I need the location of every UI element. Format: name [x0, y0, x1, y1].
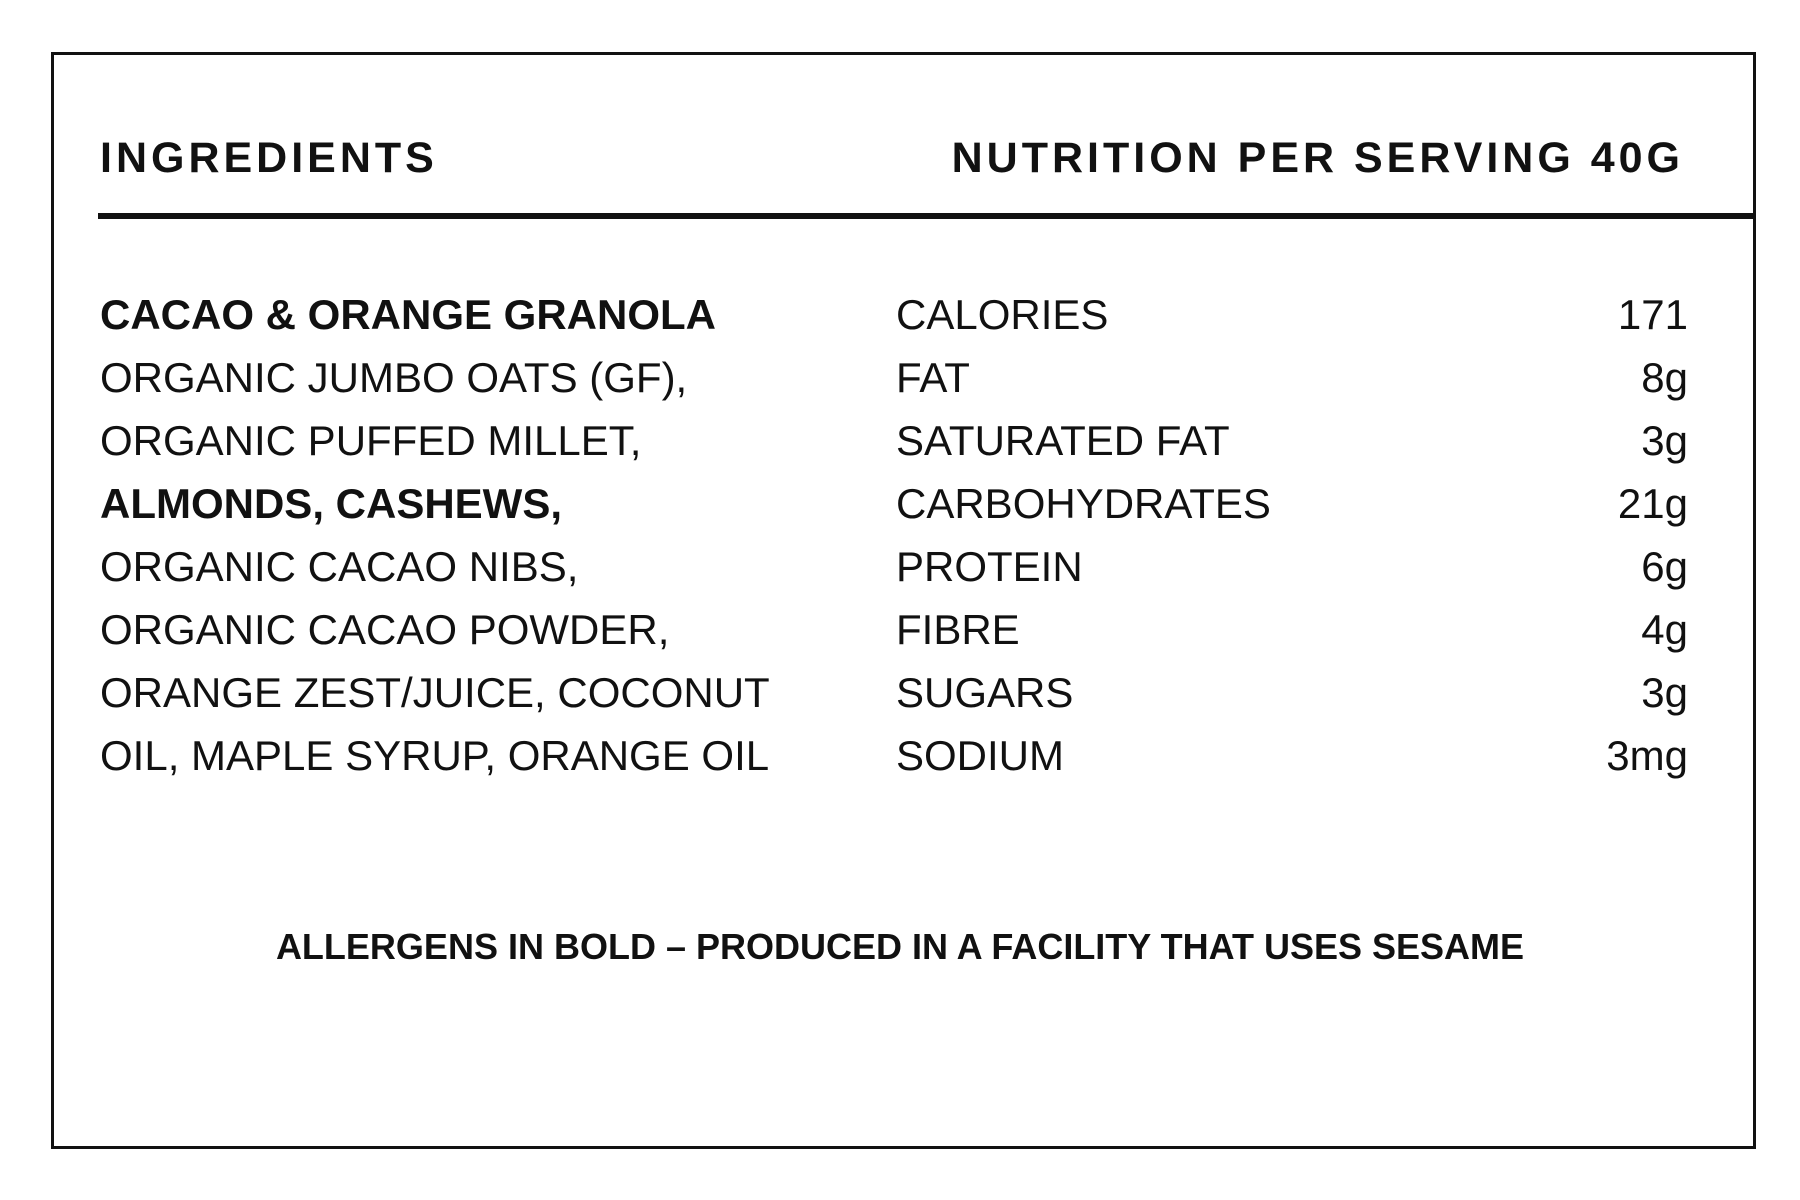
nutrition-row: CARBOHYDRATES 21g — [896, 472, 1688, 535]
ingredient-line: ORGANIC JUMBO OATS (GF), — [100, 354, 688, 401]
nutrition-row: PROTEIN 6g — [896, 535, 1688, 598]
ingredient-line: OIL, MAPLE SYRUP, ORANGE OIL — [100, 732, 770, 779]
nutrient-value: 6g — [1641, 543, 1688, 590]
nutrition-row: CALORIES 171 — [896, 283, 1688, 346]
ingredient-line: CACAO & ORANGE GRANOLA — [100, 291, 716, 338]
nutrition-row: SUGARS 3g — [896, 661, 1688, 724]
ingredient-line: ORGANIC PUFFED MILLET, — [100, 417, 642, 464]
nutrient-value: 21g — [1617, 480, 1688, 527]
ingredients-list: CACAO & ORANGE GRANOLA ORGANIC JUMBO OAT… — [100, 283, 860, 787]
nutrition-row: SATURATED FAT 3g — [896, 409, 1688, 472]
nutrient-value: 3g — [1641, 669, 1688, 716]
nutrient-label: SATURATED FAT — [896, 417, 1230, 464]
nutrient-label: CALORIES — [896, 291, 1109, 338]
nutrition-row: FAT 8g — [896, 346, 1688, 409]
nutrient-label: FAT — [896, 354, 970, 401]
ingredients-heading: INGREDIENTS — [100, 134, 438, 182]
nutrient-label: SODIUM — [896, 732, 1064, 779]
nutrient-label: FIBRE — [896, 606, 1020, 653]
allergen-note: ALLERGENS IN BOLD – PRODUCED IN A FACILI… — [275, 926, 1525, 967]
nutrient-value: 4g — [1641, 606, 1688, 653]
nutrient-label: SUGARS — [896, 669, 1074, 716]
nutrient-value: 3g — [1641, 417, 1688, 464]
nutrient-value: 8g — [1641, 354, 1688, 401]
ingredient-line: ORGANIC CACAO POWDER, — [100, 606, 670, 653]
nutrition-row: SODIUM 3mg — [896, 724, 1688, 787]
nutrient-label: PROTEIN — [896, 543, 1083, 590]
ingredient-line: ORGANIC CACAO NIBS, — [100, 543, 579, 590]
ingredient-line: ALMONDS, CASHEWS, — [100, 480, 562, 527]
header-divider — [98, 213, 1756, 219]
nutrition-table: CALORIES 171 FAT 8g SATURATED FAT 3g CAR… — [896, 283, 1688, 787]
nutrient-value: 171 — [1617, 291, 1688, 338]
ingredient-line: ORANGE ZEST/JUICE, COCONUT — [100, 669, 770, 716]
nutrient-label: CARBOHYDRATES — [896, 480, 1271, 527]
nutrition-row: FIBRE 4g — [896, 598, 1688, 661]
label-frame — [51, 52, 1756, 1149]
nutrient-value: 3mg — [1606, 732, 1688, 779]
nutrition-heading: NUTRITION PER SERVING 40G — [951, 134, 1684, 182]
